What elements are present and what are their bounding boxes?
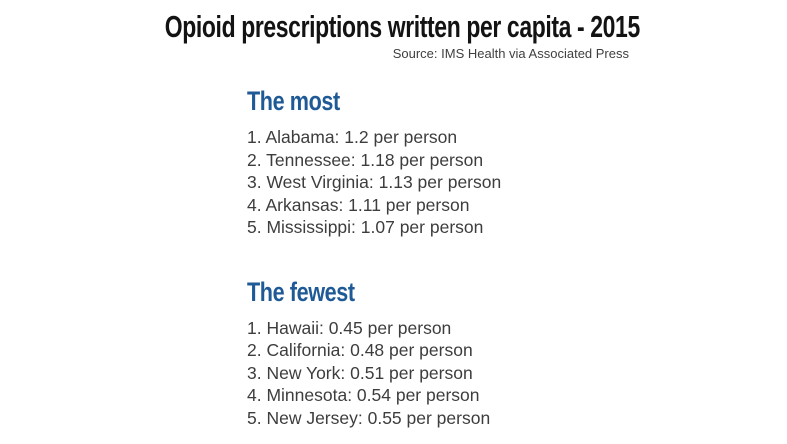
list-item: 1. Hawaii: 0.45 per person (247, 317, 452, 338)
list-item: 2. Tennessee: 1.18 per person (247, 149, 484, 170)
list-item: 5. Mississippi: 1.07 per person (247, 217, 484, 237)
source-credit: Source: IMS Health via Associated Press (392, 46, 629, 61)
rank-list-most: 1. Alabama: 1.2 per person 2. Tennessee:… (247, 126, 787, 239)
title-row: Opioid prescriptions written per capita … (0, 0, 787, 45)
content: The most 1. Alabama: 1.2 per person 2. T… (247, 61, 787, 429)
list-item: 3. West Virginia: 1.13 per person (247, 172, 502, 192)
section-most: The most 1. Alabama: 1.2 per person 2. T… (247, 61, 787, 239)
section-heading-fewest: The fewest (247, 276, 355, 307)
section-fewest: The fewest 1. Hawaii: 0.45 per person 2.… (247, 239, 787, 430)
page-title: Opioid prescriptions written per capita … (164, 9, 640, 44)
rank-list-fewest: 1. Hawaii: 0.45 per person 2. California… (247, 317, 787, 430)
list-item: 1. Alabama: 1.2 per person (247, 127, 458, 147)
list-item: 3. New York: 0.51 per person (247, 362, 473, 383)
section-heading-most: The most (247, 86, 340, 116)
list-item: 4. Minnesota: 0.54 per person (247, 385, 480, 405)
list-item: 2. California: 0.48 per person (247, 340, 473, 360)
list-item: 4. Arkansas: 1.11 per person (247, 194, 470, 215)
list-item: 5. New Jersey: 0.55 per person (247, 407, 491, 428)
